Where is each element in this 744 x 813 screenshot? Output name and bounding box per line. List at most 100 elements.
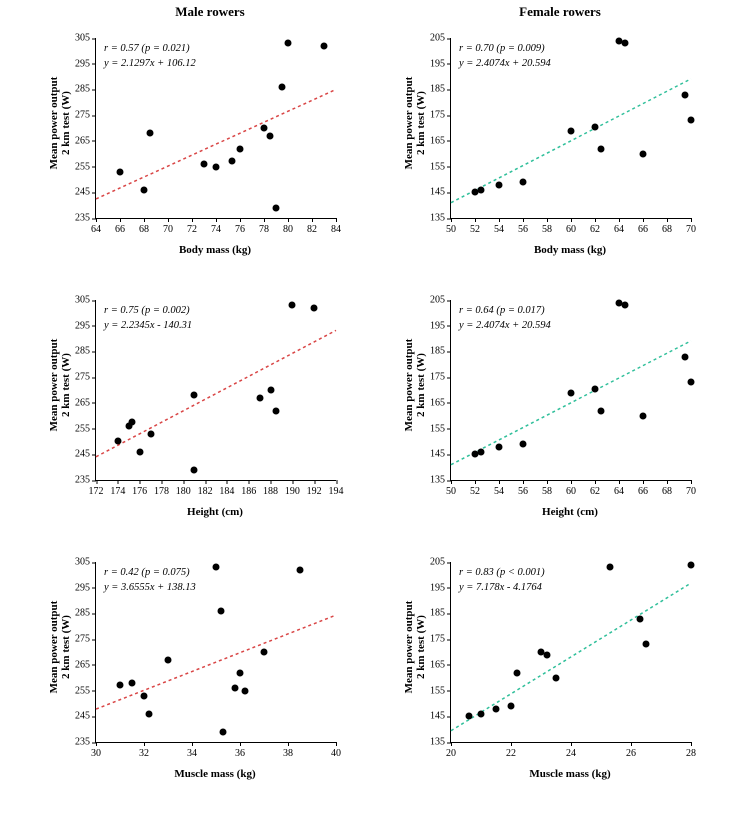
xtick: 56 (518, 218, 528, 235)
xtick: 52 (470, 480, 480, 497)
xtick: 66 (638, 218, 648, 235)
xtick: 76 (235, 218, 245, 235)
ytick: 175 (430, 110, 451, 121)
data-point (622, 302, 629, 309)
data-point (637, 615, 644, 622)
xtick: 178 (154, 480, 169, 497)
xtick: 70 (686, 218, 696, 235)
data-point (165, 656, 172, 663)
data-point (285, 40, 292, 47)
data-point (141, 186, 148, 193)
ytick: 305 (75, 557, 96, 568)
stats-annotation: r = 0.57 (p = 0.021)y = 2.1297x + 106.12 (104, 42, 196, 71)
xtick: 54 (494, 218, 504, 235)
xtick: 84 (331, 218, 341, 235)
ytick: 195 (430, 320, 451, 331)
ytick: 275 (75, 634, 96, 645)
data-point (311, 304, 318, 311)
xtick: 52 (470, 218, 480, 235)
ytick: 145 (430, 711, 451, 722)
ytick: 255 (75, 423, 96, 434)
data-point (688, 117, 695, 124)
ytick: 305 (75, 295, 96, 306)
xtick: 62 (590, 480, 600, 497)
xtick: 36 (235, 742, 245, 759)
stats-annotation: r = 0.64 (p = 0.017)y = 2.4074x + 20.594 (459, 304, 551, 333)
data-point (466, 713, 473, 720)
ytick: 185 (430, 84, 451, 95)
x-axis-label: Muscle mass (kg) (95, 768, 335, 780)
data-point (267, 387, 274, 394)
y-axis-label: Mean power output2 km test (W) (48, 63, 72, 183)
ytick: 175 (430, 634, 451, 645)
xtick: 24 (566, 742, 576, 759)
xtick: 176 (132, 480, 147, 497)
data-point (592, 385, 599, 392)
data-point (147, 430, 154, 437)
xtick: 68 (139, 218, 149, 235)
data-point (478, 448, 485, 455)
plot-area: 1351451551651751851952052022242628r = 0.… (450, 562, 691, 743)
data-point (640, 150, 647, 157)
ytick: 295 (75, 58, 96, 69)
plot-area: 1351451551651751851952055052545658606264… (450, 38, 691, 219)
ytick: 245 (75, 711, 96, 722)
data-point (496, 181, 503, 188)
xtick: 20 (446, 742, 456, 759)
data-point (688, 379, 695, 386)
data-point (256, 394, 263, 401)
ytick: 265 (75, 135, 96, 146)
xtick: 188 (263, 480, 278, 497)
plot-area: 2352452552652752852953056466687072747678… (95, 38, 336, 219)
xtick: 182 (198, 480, 213, 497)
xtick: 184 (219, 480, 234, 497)
xtick: 68 (662, 218, 672, 235)
data-point (213, 564, 220, 571)
col-title-female: Female rowers (400, 4, 720, 20)
xtick: 56 (518, 480, 528, 497)
data-point (478, 186, 485, 193)
data-point (640, 412, 647, 419)
data-point (217, 607, 224, 614)
y-axis-label: Mean power output2 km test (W) (403, 63, 427, 183)
data-point (136, 448, 143, 455)
xtick: 180 (176, 480, 191, 497)
xtick: 174 (110, 480, 125, 497)
data-point (241, 687, 248, 694)
data-point (261, 125, 268, 132)
ytick: 205 (430, 557, 451, 568)
panel-3: Mean power output2 km test (W)1351451551… (395, 290, 705, 520)
data-point (321, 42, 328, 49)
data-point (544, 651, 551, 658)
xtick: 78 (259, 218, 269, 235)
data-point (598, 145, 605, 152)
col-title-male: Male rowers (50, 4, 370, 20)
data-point (232, 685, 239, 692)
xtick: 72 (187, 218, 197, 235)
x-axis-label: Muscle mass (kg) (450, 768, 690, 780)
ytick: 245 (75, 187, 96, 198)
ytick: 295 (75, 320, 96, 331)
xtick: 62 (590, 218, 600, 235)
ytick: 175 (430, 372, 451, 383)
xtick: 64 (614, 480, 624, 497)
data-point (568, 389, 575, 396)
data-point (147, 130, 154, 137)
data-point (141, 692, 148, 699)
xtick: 64 (614, 218, 624, 235)
data-point (607, 564, 614, 571)
data-point (220, 728, 227, 735)
data-point (237, 669, 244, 676)
data-point (553, 674, 560, 681)
xtick: 60 (566, 480, 576, 497)
data-point (682, 353, 689, 360)
plot-area: 2352452552652752852953051721741761781801… (95, 300, 336, 481)
data-point (688, 561, 695, 568)
ytick: 205 (430, 33, 451, 44)
xtick: 28 (686, 742, 696, 759)
xtick: 74 (211, 218, 221, 235)
panel-5: Mean power output2 km test (W)1351451551… (395, 552, 705, 782)
data-point (508, 703, 515, 710)
xtick: 172 (89, 480, 104, 497)
y-axis-label: Mean power output2 km test (W) (403, 325, 427, 445)
